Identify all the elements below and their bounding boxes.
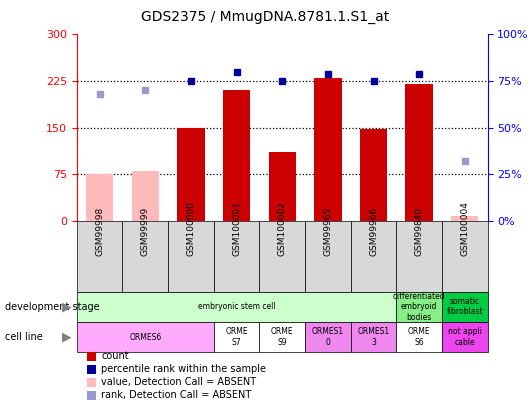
Text: development stage: development stage [5,302,100,312]
Text: GSM100000: GSM100000 [187,201,196,256]
Bar [131,171,159,221]
Text: GSM99965: GSM99965 [323,207,332,256]
Text: ORMES1
3: ORMES1 3 [357,328,390,347]
Text: ▶: ▶ [62,300,72,313]
Text: value, Detection Call = ABSENT: value, Detection Call = ABSENT [101,377,257,387]
Text: somatic
fibroblast: somatic fibroblast [446,297,483,316]
Text: GSM100001: GSM100001 [232,201,241,256]
Text: GSM99999: GSM99999 [141,207,150,256]
Bar [269,152,296,221]
Text: embryonic stem cell: embryonic stem cell [198,302,276,311]
Text: ORME
S7: ORME S7 [225,328,248,347]
Text: ORME
S9: ORME S9 [271,328,294,347]
Bar [451,216,479,221]
Text: percentile rank within the sample: percentile rank within the sample [101,364,266,374]
Text: not appli
cable: not appli cable [448,328,482,347]
Text: ORMES6: ORMES6 [129,333,162,342]
Text: GSM100002: GSM100002 [278,201,287,256]
Text: GSM100004: GSM100004 [460,201,469,256]
Bar [86,174,113,221]
Text: count: count [101,352,129,361]
Text: ORMES1
0: ORMES1 0 [312,328,344,347]
Text: differentiated
embryoid
bodies: differentiated embryoid bodies [393,292,445,322]
Text: GDS2375 / MmugDNA.8781.1.S1_at: GDS2375 / MmugDNA.8781.1.S1_at [141,10,389,24]
Text: cell line: cell line [5,332,43,342]
Text: GSM99966: GSM99966 [369,207,378,256]
Bar [405,84,433,221]
Bar [314,78,341,221]
Text: GSM99998: GSM99998 [95,207,104,256]
Text: GSM99840: GSM99840 [414,207,423,256]
Text: ▶: ▶ [62,330,72,344]
Bar [177,128,205,221]
Bar [360,129,387,221]
Text: ORME
S6: ORME S6 [408,328,430,347]
Bar [223,90,250,221]
Text: rank, Detection Call = ABSENT: rank, Detection Call = ABSENT [101,390,251,400]
